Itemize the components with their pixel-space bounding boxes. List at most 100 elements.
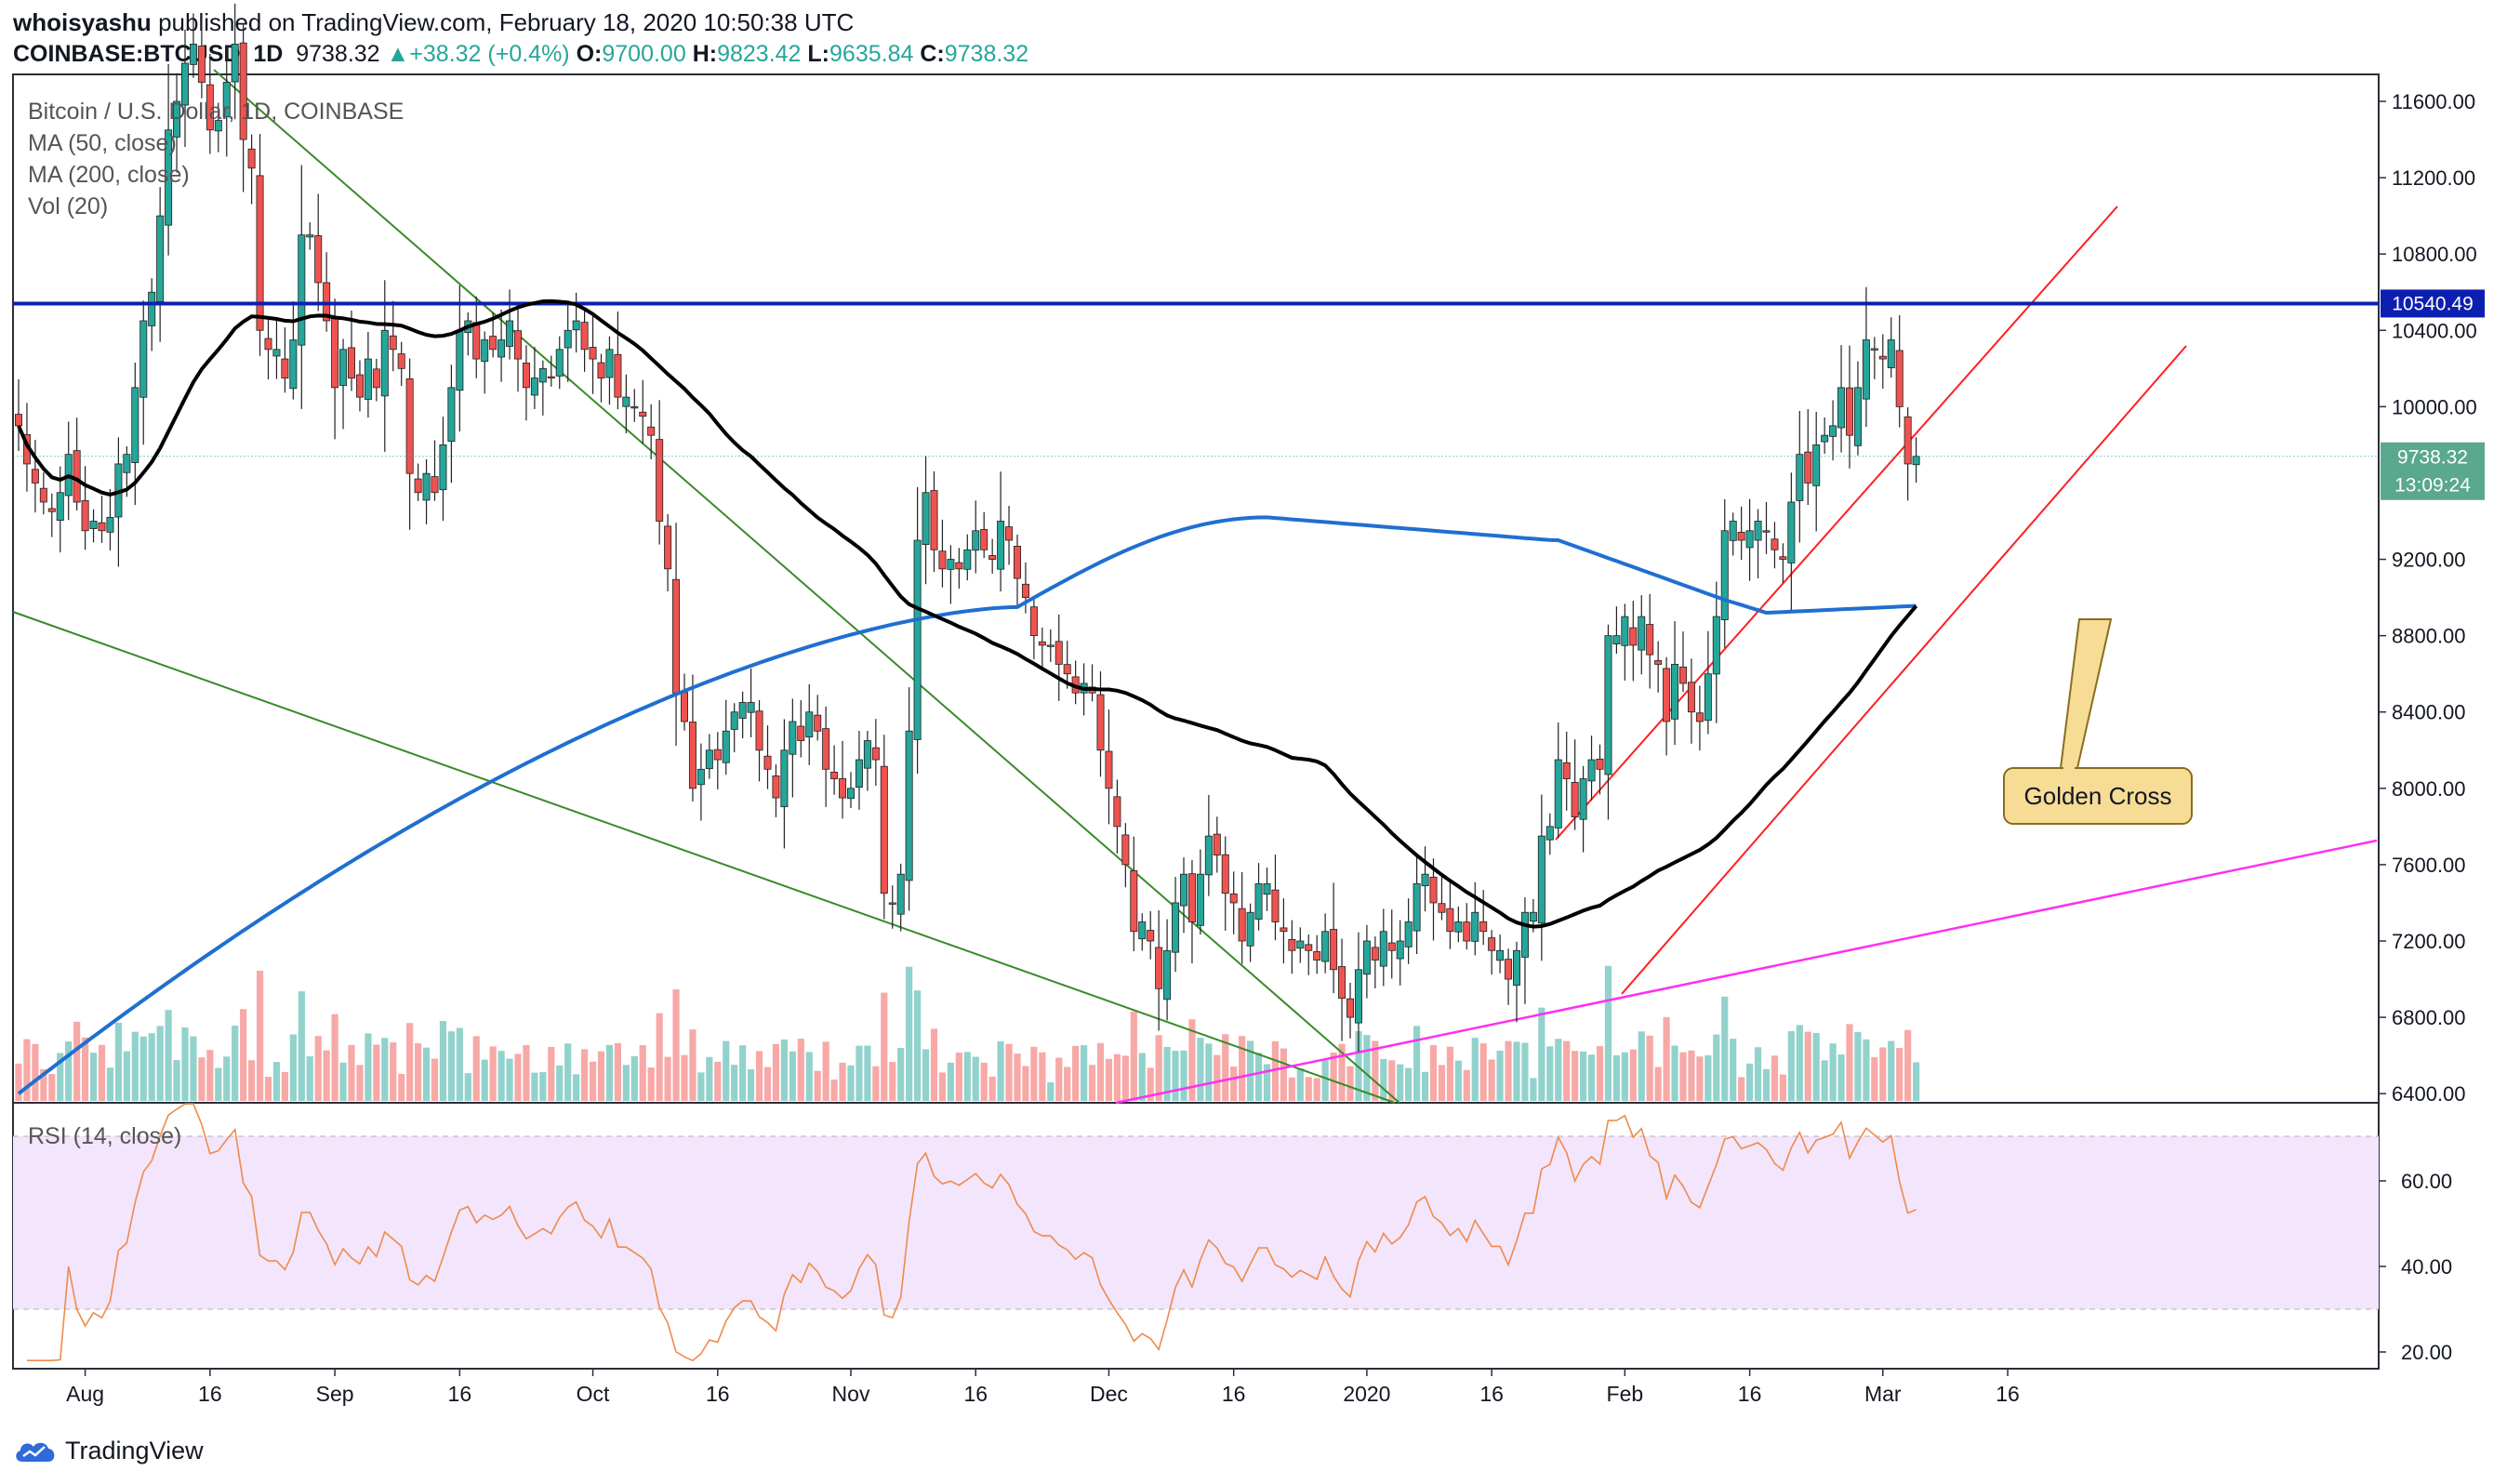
candle-body <box>1496 949 1505 961</box>
candle-body <box>314 235 323 284</box>
candle-body <box>1130 870 1138 933</box>
volume-bar <box>1081 1045 1088 1101</box>
candle-body <box>1029 606 1038 637</box>
volume-bar <box>57 1053 64 1101</box>
candle-body <box>39 487 47 503</box>
volume-bar <box>1121 1055 1129 1101</box>
open-label: O: <box>576 41 603 67</box>
candle-body <box>1837 387 1846 429</box>
volume-bar <box>1147 1067 1154 1101</box>
volume-bar <box>1280 1048 1287 1101</box>
candle-body <box>639 411 647 417</box>
candle-body <box>306 234 314 238</box>
volume-bar <box>431 1058 439 1101</box>
candle-body <box>1621 616 1629 646</box>
volume-bar <box>1846 1024 1853 1101</box>
last-price-tag: 9738.32 13:09:24 <box>2381 442 2485 500</box>
rsi-band <box>13 1136 2379 1309</box>
candle-body <box>1238 908 1246 942</box>
volume-bar <box>1572 1051 1579 1101</box>
candle-body <box>1404 921 1413 947</box>
candle-body <box>1362 940 1371 975</box>
time-tick-label: Aug <box>66 1382 104 1406</box>
candle-body <box>1271 889 1280 922</box>
candle-body <box>1737 531 1745 541</box>
volume-bar <box>573 1074 580 1101</box>
volume-bars <box>15 965 1920 1101</box>
volume-bar <box>1546 1046 1554 1101</box>
volume-bar <box>65 1041 73 1101</box>
candle-body <box>331 317 339 389</box>
volume-bar <box>98 1044 106 1101</box>
price-tick-label: 11600.00 <box>2392 90 2475 113</box>
volume-bar <box>797 1039 804 1101</box>
candle-body <box>763 755 772 770</box>
golden-cross-callout[interactable]: Golden Cross <box>2003 618 2193 825</box>
volume-bar <box>114 1022 122 1101</box>
volume-bar <box>156 1026 164 1101</box>
candle-body <box>256 175 264 331</box>
candle-body <box>597 362 605 378</box>
candle-body <box>472 322 481 360</box>
volume-bar <box>1587 1054 1596 1101</box>
candle-body <box>988 555 997 560</box>
volume-bar <box>763 1067 772 1101</box>
candle-body <box>555 349 564 377</box>
volume-bar <box>1787 1031 1795 1101</box>
candle-body <box>863 740 871 769</box>
tradingview-brand[interactable]: TradingView <box>13 1432 204 1469</box>
candle-body <box>896 873 905 915</box>
volume-bar <box>1338 1043 1346 1101</box>
candle-body <box>131 387 139 463</box>
author-name[interactable]: whoisyashu <box>13 8 152 36</box>
volume-bar <box>240 1009 247 1101</box>
candle-body <box>1762 530 1771 533</box>
candle-body <box>98 522 106 532</box>
volume-bar <box>406 1023 414 1101</box>
high-value: 9823.42 <box>717 41 802 67</box>
candle-body <box>1096 694 1105 751</box>
candle-body <box>1754 521 1762 541</box>
price-tick-label: 10000.00 <box>2392 395 2477 418</box>
candle-body <box>955 562 963 570</box>
candle-body <box>871 747 880 761</box>
candle-body <box>1172 902 1180 953</box>
volume-bar <box>997 1040 1004 1101</box>
ma200-line <box>17 515 1917 1095</box>
candle-body <box>1005 526 1014 541</box>
volume-bar <box>1604 965 1612 1101</box>
volume-bar <box>1088 1065 1096 1101</box>
candle-body <box>31 469 39 484</box>
volume-bar <box>1746 1063 1754 1101</box>
candle-body <box>1163 949 1172 1000</box>
volume-bar <box>1330 1052 1337 1101</box>
candle-body <box>148 291 156 326</box>
rsi-line <box>26 1103 1917 1362</box>
volume-bar <box>697 1072 705 1101</box>
candle-body <box>1829 425 1837 437</box>
volume-bar <box>314 1036 322 1101</box>
time-tick-label: Dec <box>1090 1382 1128 1406</box>
candle-body <box>814 714 822 732</box>
price-tick-label: 11200.00 <box>2392 166 2475 190</box>
time-tick-label: 2020 <box>1343 1382 1390 1406</box>
candle-body <box>1471 911 1479 942</box>
candle-body <box>1654 659 1663 665</box>
candle-body <box>1229 893 1238 904</box>
candle-body <box>1796 454 1804 501</box>
volume-bar <box>1064 1067 1071 1101</box>
candle-body <box>47 508 56 512</box>
volume-bar <box>630 1055 638 1101</box>
candle-body <box>1396 940 1404 960</box>
candle-body <box>630 405 639 409</box>
candle-body <box>1488 937 1496 951</box>
candle-body <box>1254 883 1263 920</box>
candle-body <box>1579 778 1587 820</box>
candle-body <box>14 414 22 427</box>
volume-bar <box>390 1042 397 1101</box>
candle-body <box>1903 416 1912 465</box>
candle-body <box>1712 616 1720 675</box>
trend-lines <box>12 69 2378 1105</box>
volume-bar <box>906 966 913 1101</box>
